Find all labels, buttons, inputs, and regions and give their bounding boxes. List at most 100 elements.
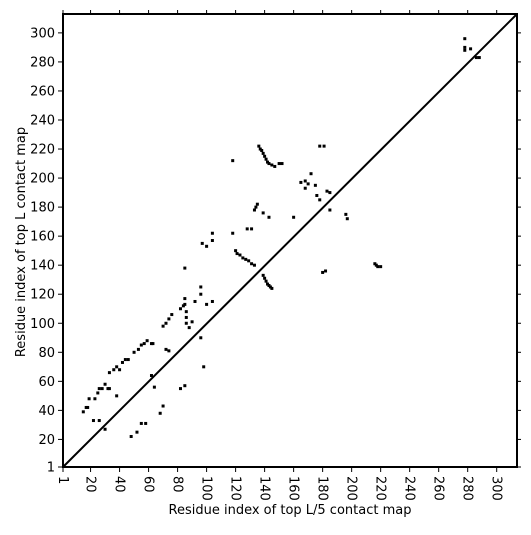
x-tick-label: 20 (83, 476, 98, 493)
contact-point (164, 321, 168, 325)
contact-point (234, 249, 238, 253)
contact-point (183, 297, 187, 301)
contact-point (202, 365, 206, 369)
contact-point (151, 342, 155, 346)
contact-point (376, 265, 380, 269)
contact-point (235, 252, 239, 256)
contact-point (313, 183, 317, 187)
contact-point (120, 360, 124, 364)
contact-point (164, 347, 168, 351)
x-tick-label: 200 (344, 476, 359, 501)
contact-point (183, 302, 187, 306)
contact-point (261, 273, 265, 277)
y-tick-label: 100 (30, 317, 55, 332)
contact-point (93, 397, 97, 401)
contact-point (463, 45, 467, 49)
x-tick-label: 240 (402, 476, 417, 501)
contact-point (161, 404, 165, 408)
y-tick-label: 260 (30, 84, 55, 99)
contact-point (86, 405, 90, 409)
contact-point (193, 299, 197, 303)
contact-point (210, 239, 214, 242)
contact-point (325, 189, 329, 193)
contact-point (107, 371, 111, 375)
contact-point (205, 302, 209, 306)
x-tick-label: 80 (170, 476, 185, 493)
contact-point (299, 180, 303, 184)
x-tick-label: 1 (55, 476, 70, 484)
y-tick-label: 240 (30, 113, 55, 128)
x-tick-label: 140 (257, 476, 272, 501)
y-tick-label: 40 (38, 404, 55, 419)
y-tick-label: 220 (30, 143, 55, 158)
contact-point (250, 262, 254, 266)
contact-point (139, 343, 143, 347)
contact-point (115, 365, 119, 369)
contact-point (144, 421, 148, 425)
contact-point (184, 321, 188, 325)
contact-point (270, 286, 274, 290)
x-tick-label: 180 (315, 476, 330, 501)
contact-point (328, 191, 332, 195)
contact-point (273, 164, 277, 168)
contact-point (245, 227, 249, 231)
contact-point (250, 227, 254, 231)
contact-point (292, 215, 296, 219)
contact-point (199, 292, 203, 296)
contact-point (324, 269, 328, 273)
contact-point (379, 265, 383, 269)
contact-point (136, 347, 140, 351)
contact-point (247, 259, 251, 263)
contact-point (254, 205, 258, 209)
contact-point (167, 317, 171, 321)
contact-point (87, 397, 91, 401)
contact-point (322, 144, 326, 148)
contact-point (303, 179, 307, 183)
x-tick-label: 160 (286, 476, 301, 501)
x-tick-label: 100 (199, 476, 214, 501)
contact-point (135, 430, 139, 434)
contact-point (199, 285, 203, 289)
contact-point (210, 299, 214, 303)
contact-point (257, 144, 261, 148)
y-tick-label: 200 (30, 172, 55, 187)
contact-point (184, 315, 188, 319)
y-tick-label: 140 (30, 259, 55, 274)
y-tick-label: 300 (30, 26, 55, 41)
contact-point (97, 419, 101, 423)
contact-point (238, 253, 242, 257)
contact-point (328, 208, 332, 212)
y-tick-label: 60 (38, 375, 55, 390)
contact-point (97, 387, 101, 391)
y-axis-label: Residue index of top L contact map (14, 127, 29, 357)
contact-point (463, 48, 467, 52)
x-tick-label: 220 (373, 476, 388, 501)
contact-point (318, 144, 322, 148)
y-tick-label: 280 (30, 55, 55, 70)
contact-point (280, 162, 284, 166)
contact-point (199, 336, 203, 340)
plot-frame (62, 13, 518, 468)
contact-point (318, 198, 322, 202)
contact-point (255, 202, 259, 206)
contact-point (145, 339, 149, 343)
contact-point (158, 411, 162, 415)
contact-point (303, 186, 307, 190)
contact-point (118, 368, 122, 372)
y-tick-label: 160 (30, 230, 55, 245)
x-tick-label: 300 (489, 476, 504, 501)
contact-point (315, 193, 319, 197)
contact-point (142, 342, 146, 346)
contact-point (167, 349, 171, 353)
contact-point (115, 394, 119, 398)
contact-point (474, 56, 478, 60)
contact-point (252, 208, 256, 212)
contact-point (309, 172, 313, 176)
contact-point (345, 217, 349, 221)
contact-point (244, 257, 248, 261)
contact-point (103, 382, 107, 386)
contact-point (469, 47, 473, 51)
contact-point (477, 56, 481, 60)
contact-point (100, 387, 104, 391)
